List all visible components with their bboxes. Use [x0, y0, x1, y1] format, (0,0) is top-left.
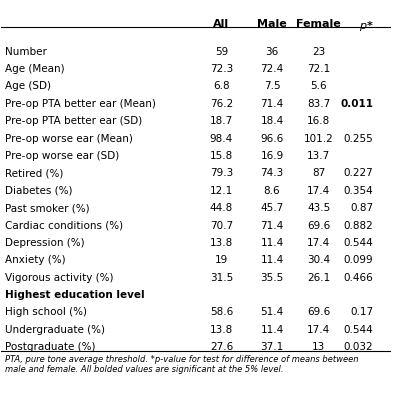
Text: 0.354: 0.354 — [344, 186, 373, 196]
Text: 69.6: 69.6 — [307, 220, 330, 230]
Text: Pre-op worse ear (Mean): Pre-op worse ear (Mean) — [5, 134, 133, 144]
Text: Diabetes (%): Diabetes (%) — [5, 186, 73, 196]
Text: Cardiac conditions (%): Cardiac conditions (%) — [5, 220, 124, 230]
Text: 11.4: 11.4 — [260, 325, 284, 335]
Text: 83.7: 83.7 — [307, 99, 330, 109]
Text: 44.8: 44.8 — [210, 203, 233, 213]
Text: Pre-op worse ear (SD): Pre-op worse ear (SD) — [5, 151, 120, 161]
Text: 0.011: 0.011 — [340, 99, 373, 109]
Text: 69.6: 69.6 — [307, 308, 330, 318]
Text: 5.6: 5.6 — [310, 81, 327, 91]
Text: 79.3: 79.3 — [210, 168, 233, 178]
Text: 23: 23 — [312, 46, 325, 56]
Text: 0.17: 0.17 — [350, 308, 373, 318]
Text: 76.2: 76.2 — [210, 99, 233, 109]
Text: Anxiety (%): Anxiety (%) — [5, 255, 66, 265]
Text: 17.4: 17.4 — [307, 186, 330, 196]
Text: 31.5: 31.5 — [210, 273, 233, 283]
Text: All: All — [213, 19, 230, 29]
Text: PTA, pure tone average threshold. *p-value for test for difference of means betw: PTA, pure tone average threshold. *p-val… — [5, 355, 359, 374]
Text: 18.7: 18.7 — [210, 116, 233, 126]
Text: 0.255: 0.255 — [344, 134, 373, 144]
Text: 6.8: 6.8 — [213, 81, 230, 91]
Text: 27.6: 27.6 — [210, 342, 233, 352]
Text: Male: Male — [257, 19, 287, 29]
Text: 15.8: 15.8 — [210, 151, 233, 161]
Text: 87: 87 — [312, 168, 325, 178]
Text: 37.1: 37.1 — [260, 342, 284, 352]
Text: 0.544: 0.544 — [344, 238, 373, 248]
Text: 13.8: 13.8 — [210, 325, 233, 335]
Text: 11.4: 11.4 — [260, 238, 284, 248]
Text: 17.4: 17.4 — [307, 325, 330, 335]
Text: 0.882: 0.882 — [344, 220, 373, 230]
Text: 58.6: 58.6 — [210, 308, 233, 318]
Text: 0.544: 0.544 — [344, 325, 373, 335]
Text: 12.1: 12.1 — [210, 186, 233, 196]
Text: 13: 13 — [312, 342, 325, 352]
Text: 70.7: 70.7 — [210, 220, 233, 230]
Text: Past smoker (%): Past smoker (%) — [5, 203, 90, 213]
Text: 0.032: 0.032 — [344, 342, 373, 352]
Text: 35.5: 35.5 — [260, 273, 284, 283]
Text: 19: 19 — [215, 255, 228, 265]
Text: 96.6: 96.6 — [260, 134, 284, 144]
Text: Age (Mean): Age (Mean) — [5, 64, 65, 74]
Text: Retired (%): Retired (%) — [5, 168, 64, 178]
Text: 18.4: 18.4 — [260, 116, 284, 126]
Text: 16.8: 16.8 — [307, 116, 330, 126]
Text: 17.4: 17.4 — [307, 238, 330, 248]
Text: 8.6: 8.6 — [264, 186, 280, 196]
Text: Depression (%): Depression (%) — [5, 238, 85, 248]
Text: 13.7: 13.7 — [307, 151, 330, 161]
Text: 36: 36 — [265, 46, 279, 56]
Text: 43.5: 43.5 — [307, 203, 330, 213]
Text: 71.4: 71.4 — [260, 220, 284, 230]
Text: 59: 59 — [215, 46, 228, 56]
Text: 0.099: 0.099 — [344, 255, 373, 265]
Text: Number: Number — [5, 46, 47, 56]
Text: Highest education level: Highest education level — [5, 290, 145, 300]
Text: 72.3: 72.3 — [210, 64, 233, 74]
Text: 16.9: 16.9 — [260, 151, 284, 161]
Text: 0.227: 0.227 — [344, 168, 373, 178]
Text: Postgraduate (%): Postgraduate (%) — [5, 342, 96, 352]
Text: 72.1: 72.1 — [307, 64, 330, 74]
Text: 71.4: 71.4 — [260, 99, 284, 109]
Text: Age (SD): Age (SD) — [5, 81, 51, 91]
Text: 51.4: 51.4 — [260, 308, 284, 318]
Text: 98.4: 98.4 — [210, 134, 233, 144]
Text: 7.5: 7.5 — [264, 81, 280, 91]
Text: 45.7: 45.7 — [260, 203, 284, 213]
Text: 74.3: 74.3 — [260, 168, 284, 178]
Text: Pre-op PTA better ear (SD): Pre-op PTA better ear (SD) — [5, 116, 142, 126]
Text: 72.4: 72.4 — [260, 64, 284, 74]
Text: 26.1: 26.1 — [307, 273, 330, 283]
Text: 11.4: 11.4 — [260, 255, 284, 265]
Text: 0.87: 0.87 — [350, 203, 373, 213]
Text: 30.4: 30.4 — [307, 255, 330, 265]
Text: 13.8: 13.8 — [210, 238, 233, 248]
Text: Pre-op PTA better ear (Mean): Pre-op PTA better ear (Mean) — [5, 99, 156, 109]
Text: Vigorous activity (%): Vigorous activity (%) — [5, 273, 114, 283]
Text: 0.466: 0.466 — [344, 273, 373, 283]
Text: Undergraduate (%): Undergraduate (%) — [5, 325, 105, 335]
Text: Female: Female — [296, 19, 341, 29]
Text: $\mathit{p}$*: $\mathit{p}$* — [358, 19, 373, 33]
Text: 101.2: 101.2 — [304, 134, 334, 144]
Text: High school (%): High school (%) — [5, 308, 87, 318]
